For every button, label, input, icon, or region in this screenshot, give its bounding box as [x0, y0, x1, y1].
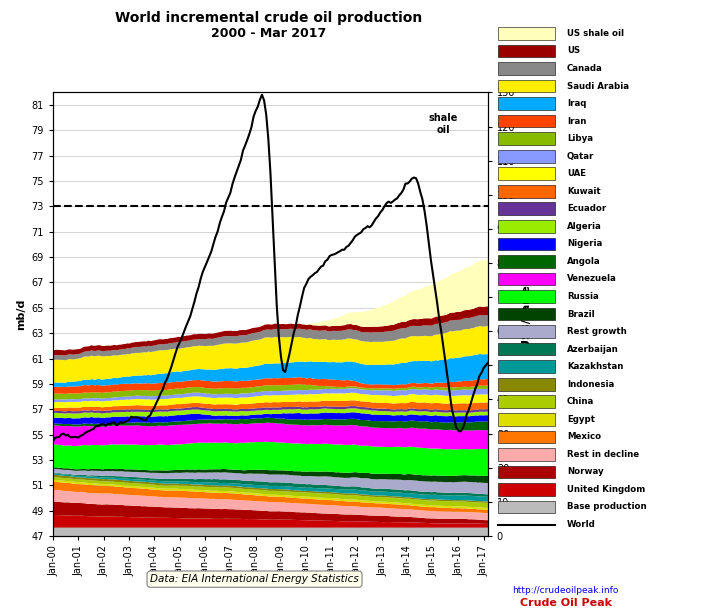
Bar [498, 501, 555, 513]
Bar [498, 378, 555, 391]
Text: Angola: Angola [567, 257, 600, 266]
Text: Nigeria: Nigeria [567, 240, 602, 248]
Bar [498, 79, 555, 92]
Bar [498, 132, 555, 145]
Text: China: China [567, 397, 594, 407]
Text: Canada: Canada [567, 64, 602, 73]
Text: Iran: Iran [567, 116, 586, 126]
Bar [498, 395, 555, 408]
Bar [498, 290, 555, 303]
Text: http://crudeoilpeak.info: http://crudeoilpeak.info [513, 586, 619, 594]
Text: Venezuela: Venezuela [567, 275, 617, 283]
Text: Mexico: Mexico [567, 432, 601, 441]
Bar [498, 308, 555, 320]
Text: Algeria: Algeria [567, 222, 602, 231]
Y-axis label: mb/d: mb/d [16, 299, 26, 330]
Text: 2000 - Mar 2017: 2000 - Mar 2017 [211, 27, 327, 40]
Bar [498, 483, 555, 496]
Text: Russia: Russia [567, 292, 599, 301]
Bar [498, 360, 555, 373]
Bar [498, 115, 555, 128]
Text: shale
oil: shale oil [429, 113, 458, 135]
Bar [498, 325, 555, 338]
Text: US shale oil: US shale oil [567, 29, 624, 38]
Bar [498, 448, 555, 461]
Bar [498, 27, 555, 39]
Text: Rest growth: Rest growth [567, 327, 626, 336]
Bar [498, 168, 555, 180]
Bar [498, 431, 555, 443]
Bar [498, 185, 555, 198]
Text: Norway: Norway [567, 468, 604, 476]
Bar [498, 343, 555, 355]
Bar [498, 203, 555, 215]
Text: Data: EIA International Energy Statistics: Data: EIA International Energy Statistic… [150, 574, 359, 584]
Text: Egypt: Egypt [567, 415, 595, 424]
Y-axis label: US$/barrel: US$/barrel [521, 281, 531, 347]
Text: Libya: Libya [567, 134, 593, 143]
Text: Indonesia: Indonesia [567, 379, 614, 389]
Text: Base production: Base production [567, 503, 647, 511]
Bar [498, 44, 555, 57]
Text: World: World [567, 520, 596, 529]
Bar [498, 150, 555, 163]
Bar [498, 273, 555, 285]
Text: Brazil: Brazil [567, 310, 595, 318]
Bar [498, 255, 555, 268]
Bar [498, 62, 555, 75]
Text: Ecuador: Ecuador [567, 205, 606, 213]
Text: UAE: UAE [567, 169, 586, 178]
Text: Azerbaijan: Azerbaijan [567, 344, 619, 354]
Text: Kuwait: Kuwait [567, 187, 600, 196]
Text: US: US [567, 46, 580, 55]
Text: Qatar: Qatar [567, 152, 595, 161]
Text: World incremental crude oil production: World incremental crude oil production [115, 10, 422, 25]
Bar [498, 466, 555, 478]
Bar [498, 97, 555, 110]
Bar [498, 413, 555, 426]
Text: United Kingdom: United Kingdom [567, 485, 645, 494]
Bar [498, 238, 555, 250]
Text: Saudi Arabia: Saudi Arabia [567, 81, 629, 91]
Bar [498, 220, 555, 233]
Text: Iraq: Iraq [567, 99, 586, 108]
Text: Kazakhstan: Kazakhstan [567, 362, 624, 371]
Text: Rest in decline: Rest in decline [567, 450, 639, 459]
Text: Crude Oil Peak: Crude Oil Peak [520, 598, 612, 608]
